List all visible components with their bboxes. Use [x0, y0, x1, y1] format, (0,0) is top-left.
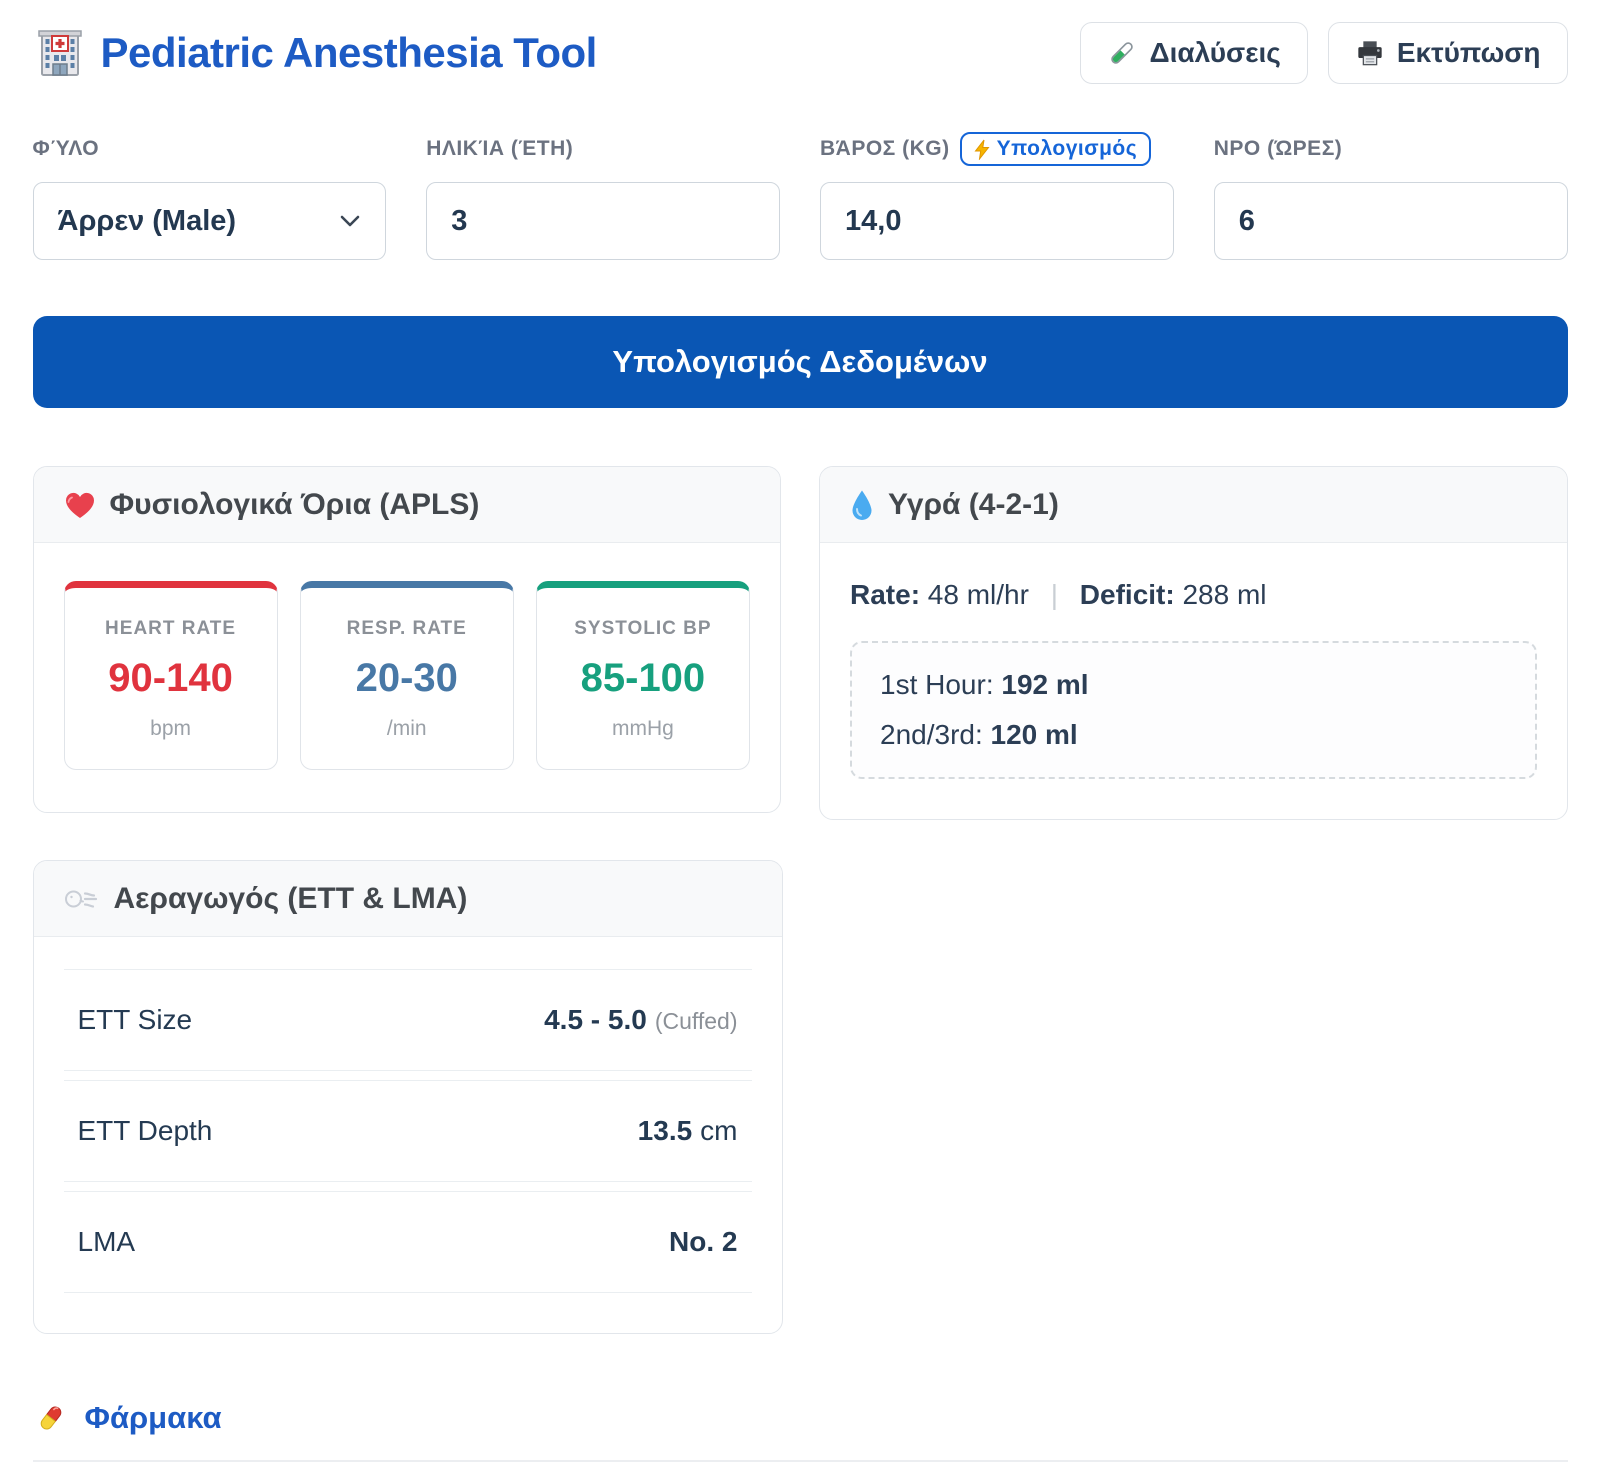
ett-depth-value: 13.5cm — [638, 1115, 738, 1147]
sex-select[interactable]: Άρρεν (Male) — [33, 182, 387, 260]
npo-field: NPO (ΏΡΕΣ) — [1214, 130, 1568, 260]
patient-form: ΦΎΛΟ Άρρεν (Male) ΗΛΙΚΊΑ (ΈΤΗ) ΒΆΡΟΣ (KG… — [33, 130, 1568, 260]
second-third-hour-line: 2nd/3rd: 120 ml — [880, 719, 1507, 751]
stat-value: 85-100 — [545, 656, 741, 701]
drugs-heading-label: Φάρμακα — [85, 1400, 222, 1436]
stat-unit: /min — [309, 717, 505, 741]
sex-label: ΦΎΛΟ — [33, 130, 387, 168]
deficit-label: Deficit: — [1080, 579, 1175, 610]
calculate-button[interactable]: Υπολογισμός Δεδομένων — [33, 316, 1568, 408]
vitals-card-header: Φυσιολογικά Όρια (APLS) — [34, 467, 781, 543]
sex-field: ΦΎΛΟ Άρρεν (Male) — [33, 130, 387, 260]
rate-value: 48 ml/hr — [928, 579, 1029, 610]
wind-face-icon — [64, 884, 100, 914]
heart-rate-stat: HEART RATE 90-140 bpm — [64, 581, 278, 770]
lma-label: LMA — [78, 1226, 136, 1258]
fluids-card-header: Υγρά (4-2-1) — [820, 467, 1567, 543]
stat-label: SYSTOLIC BP — [545, 618, 741, 640]
pill-icon — [33, 1400, 69, 1436]
app-title: Pediatric Anesthesia Tool — [101, 29, 597, 77]
deficit-value: 288 ml — [1182, 579, 1266, 610]
weight-field: ΒΆΡΟΣ (KG) Υπολογισμός — [820, 130, 1174, 260]
stat-value: 20-30 — [309, 656, 505, 701]
stat-unit: mmHg — [545, 717, 741, 741]
header-actions: Διαλύσεις Εκτύπωση — [1080, 22, 1567, 84]
print-button-label: Εκτύπωση — [1397, 37, 1541, 69]
npo-input[interactable] — [1214, 182, 1568, 260]
ett-depth-row: ETT Depth 13.5cm — [64, 1080, 752, 1182]
hospital-icon — [33, 26, 87, 80]
droplet-icon — [850, 489, 874, 521]
age-field: ΗΛΙΚΊΑ (ΈΤΗ) — [426, 130, 780, 260]
ett-depth-suffix: cm — [700, 1115, 737, 1146]
weight-input[interactable] — [820, 182, 1174, 260]
systolic-bp-stat: SYSTOLIC BP 85-100 mmHg — [536, 581, 750, 770]
weight-calc-badge-label: Υπολογισμός — [997, 137, 1138, 161]
ett-size-suffix: (Cuffed) — [655, 1008, 738, 1034]
first-hour-line: 1st Hour: 192 ml — [880, 669, 1507, 701]
age-input[interactable] — [426, 182, 780, 260]
airway-body: ETT Size 4.5 - 5.0(Cuffed) ETT Depth 13.… — [34, 937, 782, 1333]
airway-card-title: Αεραγωγός (ETT & LMA) — [114, 882, 468, 916]
ett-size-row: ETT Size 4.5 - 5.0(Cuffed) — [64, 969, 752, 1071]
ett-size-label: ETT Size — [78, 1004, 193, 1036]
fluids-rate-line: Rate: 48 ml/hr | Deficit: 288 ml — [850, 579, 1537, 611]
stat-label: RESP. RATE — [309, 618, 505, 640]
print-button[interactable]: Εκτύπωση — [1328, 22, 1568, 84]
header: Pediatric Anesthesia Tool Διαλύσεις — [33, 22, 1568, 84]
lightning-icon — [974, 139, 990, 160]
dilutions-button-label: Διαλύσεις — [1149, 37, 1280, 69]
brand: Pediatric Anesthesia Tool — [33, 26, 597, 80]
age-label: ΗΛΙΚΊΑ (ΈΤΗ) — [426, 130, 780, 168]
printer-icon — [1355, 38, 1385, 68]
first-hour-label: 1st Hour: — [880, 669, 994, 700]
drugs-heading: Φάρμακα — [33, 1400, 1568, 1436]
heart-icon — [64, 490, 96, 520]
resp-rate-stat: RESP. RATE 20-30 /min — [300, 581, 514, 770]
npo-label: NPO (ΏΡΕΣ) — [1214, 130, 1568, 168]
lma-value: No. 2 — [669, 1226, 737, 1258]
rate-label: Rate: — [850, 579, 920, 610]
ett-size-value: 4.5 - 5.0(Cuffed) — [544, 1004, 737, 1036]
page: Pediatric Anesthesia Tool Διαλύσεις — [33, 0, 1568, 1462]
weight-calc-badge[interactable]: Υπολογισμός — [960, 132, 1152, 166]
test-tube-icon — [1107, 38, 1137, 68]
stat-value: 90-140 — [73, 656, 269, 701]
vitals-card: Φυσιολογικά Όρια (APLS) HEART RATE 90-14… — [33, 466, 782, 813]
lma-row: LMA No. 2 — [64, 1191, 752, 1293]
first-hour-value: 192 ml — [1001, 669, 1088, 700]
weight-label: ΒΆΡΟΣ (KG) Υπολογισμός — [820, 130, 1174, 168]
airway-card: Αεραγωγός (ETT & LMA) ETT Size 4.5 - 5.0… — [33, 860, 783, 1334]
sex-select-value: Άρρεν (Male) — [58, 205, 237, 238]
second-third-label: 2nd/3rd: — [880, 719, 983, 750]
results-row: Φυσιολογικά Όρια (APLS) HEART RATE 90-14… — [33, 466, 1568, 820]
stat-label: HEART RATE — [73, 618, 269, 640]
vitals-card-title: Φυσιολογικά Όρια (APLS) — [110, 488, 480, 522]
second-third-value: 120 ml — [991, 719, 1078, 750]
stat-unit: bpm — [73, 717, 269, 741]
dilutions-button[interactable]: Διαλύσεις — [1080, 22, 1307, 84]
chevron-down-icon — [339, 214, 361, 228]
fluids-card-title: Υγρά (4-2-1) — [888, 488, 1059, 522]
fluids-body: Rate: 48 ml/hr | Deficit: 288 ml 1st Hou… — [820, 543, 1567, 819]
fluids-card: Υγρά (4-2-1) Rate: 48 ml/hr | Deficit: 2… — [819, 466, 1568, 820]
vitals-body: HEART RATE 90-140 bpm RESP. RATE 20-30 /… — [34, 543, 781, 812]
ett-depth-label: ETT Depth — [78, 1115, 213, 1147]
airway-card-header: Αεραγωγός (ETT & LMA) — [34, 861, 782, 937]
fluids-hours-box: 1st Hour: 192 ml 2nd/3rd: 120 ml — [850, 641, 1537, 779]
separator: | — [1051, 579, 1058, 610]
